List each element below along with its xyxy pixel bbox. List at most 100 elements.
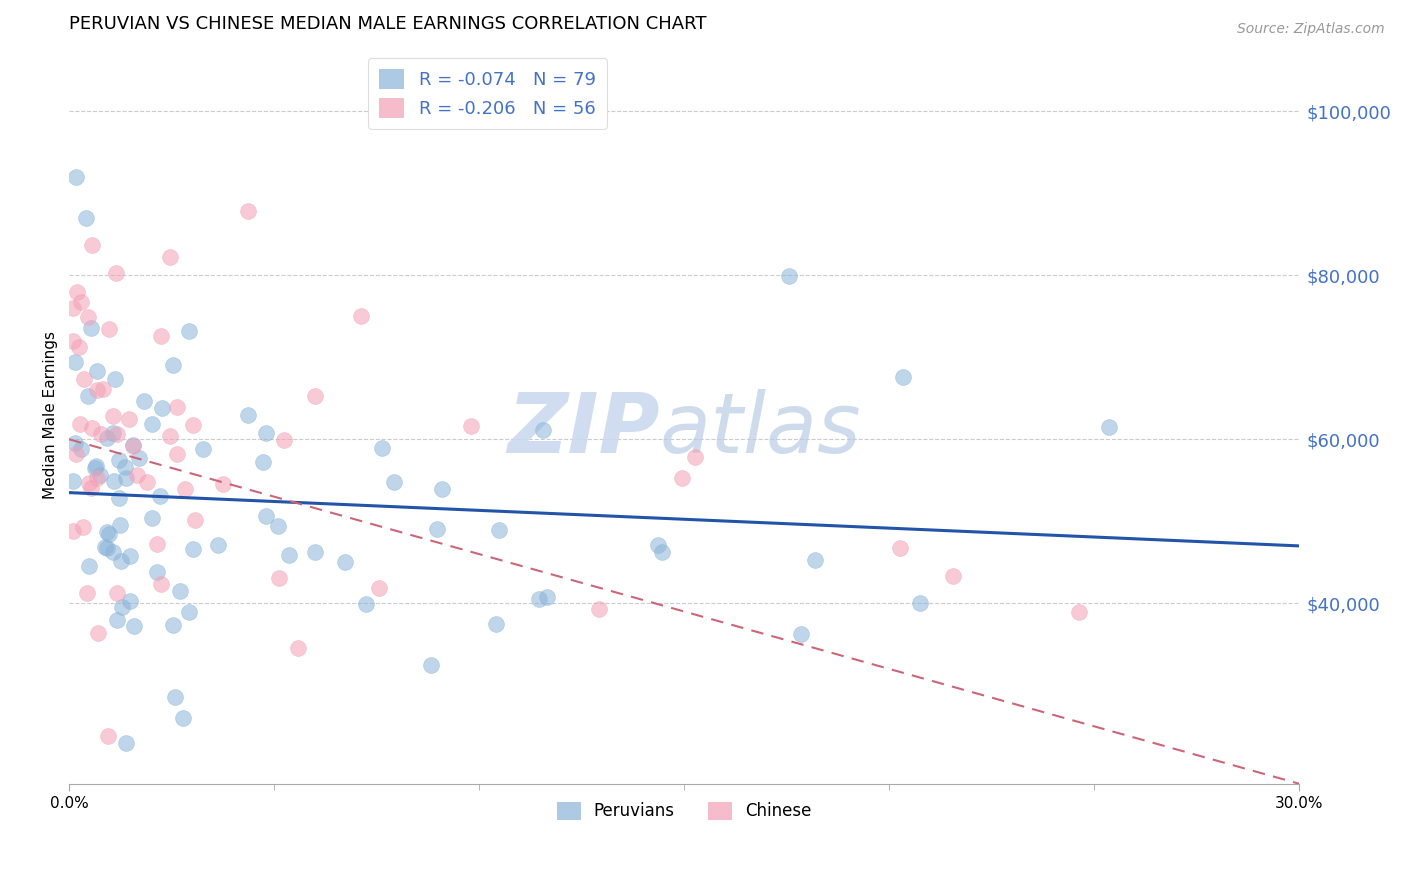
- Point: [72, 520, 94, 534]
- Point: [163, 690, 186, 705]
- Point: [97, 527, 120, 541]
- Point: [97, 729, 120, 743]
- Point: [166, 400, 188, 414]
- Point: [107, 453, 129, 467]
- Point: [460, 419, 482, 434]
- Point: [87, 626, 110, 640]
- Point: [115, 736, 138, 750]
- Point: [121, 438, 143, 452]
- Point: [647, 538, 669, 552]
- Point: [107, 491, 129, 505]
- Point: [80, 421, 103, 435]
- Point: [65, 447, 87, 461]
- Point: [159, 428, 181, 442]
- Point: [97, 322, 120, 336]
- Point: [86, 383, 108, 397]
- Point: [889, 541, 911, 555]
- Point: [488, 523, 510, 537]
- Point: [304, 389, 326, 403]
- Point: [183, 513, 205, 527]
- Point: [588, 602, 610, 616]
- Point: [269, 570, 291, 584]
- Point: [91, 382, 114, 396]
- Point: [236, 408, 259, 422]
- Point: [254, 426, 277, 441]
- Point: [134, 394, 156, 409]
- Point: [162, 358, 184, 372]
- Point: [267, 519, 290, 533]
- Point: [146, 537, 169, 551]
- Point: [141, 511, 163, 525]
- Point: [62, 334, 84, 348]
- Point: [86, 364, 108, 378]
- Point: [181, 418, 204, 433]
- Point: [671, 471, 693, 485]
- Point: [651, 545, 673, 559]
- Point: [485, 617, 508, 632]
- Point: [136, 475, 159, 490]
- Point: [65, 354, 87, 368]
- Point: [179, 605, 201, 619]
- Point: [124, 619, 146, 633]
- Point: [77, 476, 100, 491]
- Point: [104, 266, 127, 280]
- Point: [287, 641, 309, 656]
- Point: [86, 471, 108, 485]
- Point: [942, 569, 965, 583]
- Point: [75, 211, 97, 225]
- Point: [62, 475, 84, 489]
- Point: [1067, 605, 1090, 619]
- Point: [368, 582, 391, 596]
- Point: [207, 538, 229, 552]
- Point: [105, 426, 128, 441]
- Point: [67, 339, 90, 353]
- Point: [527, 592, 550, 607]
- Point: [254, 508, 277, 523]
- Point: [350, 309, 373, 323]
- Point: [84, 458, 107, 473]
- Point: [177, 324, 200, 338]
- Point: [89, 468, 111, 483]
- Point: [172, 711, 194, 725]
- Point: [778, 268, 800, 283]
- Point: [77, 389, 100, 403]
- Point: [76, 586, 98, 600]
- Point: [118, 549, 141, 564]
- Point: [62, 524, 84, 538]
- Point: [101, 409, 124, 424]
- Point: [77, 559, 100, 574]
- Point: [159, 250, 181, 264]
- Point: [110, 554, 132, 568]
- Text: ZIP: ZIP: [508, 389, 659, 470]
- Point: [121, 439, 143, 453]
- Point: [69, 417, 91, 431]
- Point: [304, 545, 326, 559]
- Point: [789, 627, 811, 641]
- Point: [333, 556, 356, 570]
- Text: PERUVIAN VS CHINESE MEDIAN MALE EARNINGS CORRELATION CHART: PERUVIAN VS CHINESE MEDIAN MALE EARNINGS…: [69, 15, 707, 33]
- Point: [80, 481, 103, 495]
- Point: [536, 591, 558, 605]
- Point: [128, 451, 150, 466]
- Point: [101, 425, 124, 440]
- Point: [70, 295, 93, 310]
- Point: [83, 461, 105, 475]
- Y-axis label: Median Male Earnings: Median Male Earnings: [44, 331, 58, 499]
- Point: [426, 522, 449, 536]
- Point: [1098, 420, 1121, 434]
- Point: [80, 237, 103, 252]
- Point: [111, 599, 134, 614]
- Point: [96, 524, 118, 539]
- Point: [101, 544, 124, 558]
- Point: [70, 442, 93, 456]
- Text: Source: ZipAtlas.com: Source: ZipAtlas.com: [1237, 22, 1385, 37]
- Point: [62, 301, 84, 315]
- Point: [73, 372, 96, 386]
- Text: atlas: atlas: [659, 389, 862, 470]
- Point: [118, 412, 141, 426]
- Point: [169, 583, 191, 598]
- Point: [277, 548, 299, 562]
- Point: [105, 586, 128, 600]
- Point: [65, 285, 87, 299]
- Point: [80, 320, 103, 334]
